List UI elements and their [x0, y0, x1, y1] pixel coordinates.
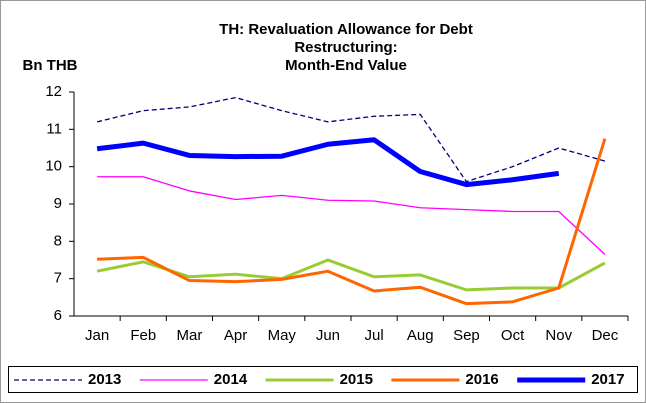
x-tick-label: Nov — [545, 327, 572, 344]
x-tick-label: Jul — [364, 327, 383, 344]
line-series — [97, 138, 607, 306]
x-tick-label: Jun — [316, 327, 340, 344]
legend-label: 2015 — [340, 371, 373, 388]
x-tick-label: Mar — [176, 327, 202, 344]
y-tick-label: 8 — [54, 232, 62, 249]
legend-label: 2016 — [465, 371, 498, 388]
chart-title: Restructuring: — [294, 39, 397, 56]
legend-label: 2013 — [88, 371, 121, 388]
x-tick-label: Sep — [453, 327, 480, 344]
x-tick-label: May — [268, 327, 297, 344]
x-tick-label: Dec — [592, 327, 619, 344]
legend-label: 2017 — [591, 371, 624, 388]
y-tick-label: 12 — [45, 83, 62, 100]
line-series — [97, 176, 606, 255]
y-tick-label: 6 — [54, 307, 62, 324]
line-series — [96, 96, 606, 183]
x-tick-label: Jan — [85, 327, 109, 344]
chart-title: TH: Revaluation Allowance for Debt — [219, 21, 473, 38]
y-tick-label: 9 — [54, 195, 62, 212]
line-series — [96, 137, 560, 188]
chart-title: Month-End Value — [285, 57, 407, 74]
legend-label: 2014 — [214, 371, 248, 388]
y-tick-label: 7 — [54, 270, 62, 287]
x-tick-label: Oct — [501, 327, 525, 344]
y-axis-label: Bn THB — [23, 57, 78, 74]
line-series — [96, 258, 606, 292]
y-tick-label: 10 — [45, 158, 62, 175]
x-tick-label: Aug — [407, 327, 434, 344]
x-tick-label: Apr — [224, 327, 247, 344]
x-tick-label: Feb — [130, 327, 156, 344]
y-tick-label: 11 — [46, 120, 62, 137]
